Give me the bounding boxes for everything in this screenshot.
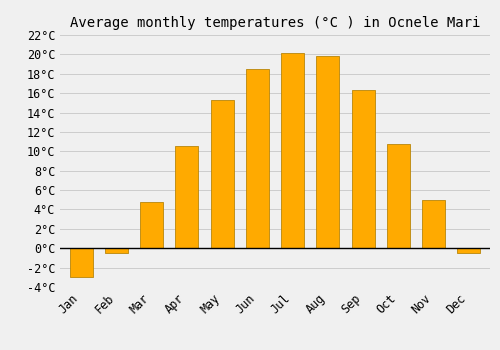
Bar xyxy=(422,200,445,248)
Bar xyxy=(316,56,340,248)
Bar xyxy=(176,146,199,248)
Bar xyxy=(246,69,269,248)
Bar xyxy=(458,248,480,253)
Bar xyxy=(210,100,234,248)
Bar xyxy=(105,248,128,253)
Bar xyxy=(281,54,304,248)
Bar xyxy=(352,90,374,248)
Title: Average monthly temperatures (°C ) in Ocnele Mari: Average monthly temperatures (°C ) in Oc… xyxy=(70,16,480,30)
Bar xyxy=(140,202,163,248)
Bar xyxy=(70,248,92,277)
Bar xyxy=(387,144,410,248)
